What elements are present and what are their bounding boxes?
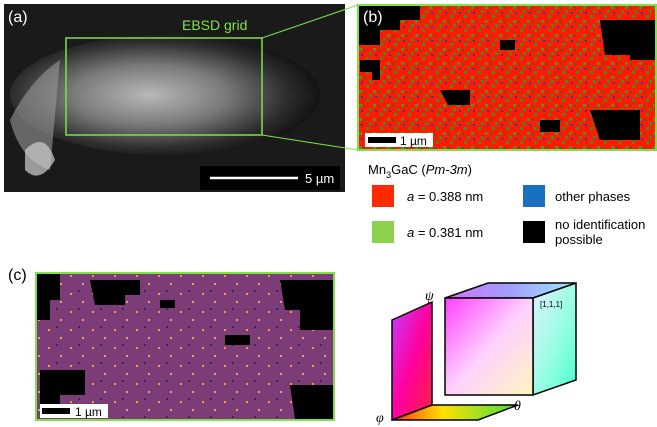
legend-swatch	[372, 185, 394, 207]
key-wall	[392, 302, 432, 420]
legend-swatch	[523, 185, 545, 207]
legend-title: Mn3GaC (Pm-3m)	[368, 162, 472, 180]
legend-swatch	[523, 221, 545, 243]
formula: Mn	[368, 162, 386, 177]
lattice-value: = 0.381 nm	[414, 225, 483, 240]
axis-phi: φ	[376, 411, 384, 426]
legend-label: a = 0.381 nm	[407, 225, 483, 240]
scale-bar-label: 1 µm	[75, 405, 102, 419]
scale-bar	[42, 408, 70, 414]
axis-psi: ψ	[425, 289, 434, 304]
legend-label: a = 0.388 nm	[407, 189, 483, 204]
axis-theta: θ	[514, 399, 521, 414]
formula: GaC (	[391, 162, 426, 177]
scale-bar	[368, 137, 396, 143]
corner-label: [1,1,1]	[540, 300, 562, 309]
figure: (a) EBSD grid 5 µm 1 µm (b) Mn3GaC (Pm-3…	[0, 0, 657, 427]
space-group: Pm-3m	[426, 162, 468, 177]
lattice-symbol: a	[407, 225, 414, 240]
formula: )	[468, 162, 472, 177]
legend-swatch	[372, 221, 394, 243]
key-front	[445, 298, 533, 395]
grid-label: EBSD grid	[182, 17, 247, 33]
legend-label: possible	[555, 232, 603, 247]
panel-label: (c)	[8, 267, 27, 284]
panel-label: (b)	[363, 9, 383, 26]
legend-label: other phases	[555, 189, 631, 204]
lattice-value: = 0.388 nm	[414, 189, 483, 204]
scale-bar-label: 1 µm	[400, 134, 427, 148]
page: (a) EBSD grid 5 µm 1 µm (b) Mn3GaC (Pm-3…	[0, 0, 657, 427]
lattice-symbol: a	[407, 189, 414, 204]
scale-bar-label: 5 µm	[305, 171, 334, 186]
panel-label: (a)	[8, 9, 28, 26]
legend-label: no identification	[555, 217, 645, 232]
